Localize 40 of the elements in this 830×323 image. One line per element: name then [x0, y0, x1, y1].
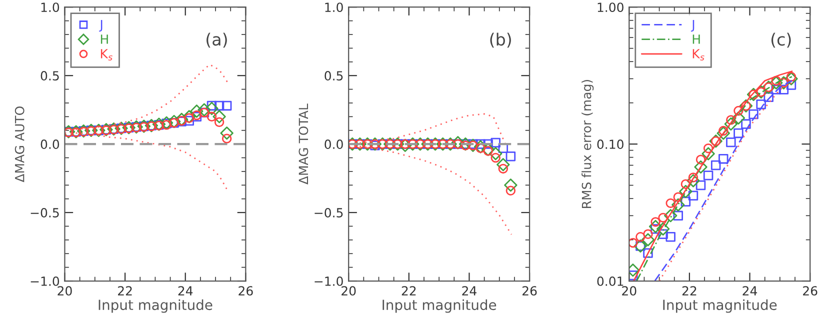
x-tick-label: 20: [342, 286, 356, 296]
legend-label: J: [99, 20, 102, 32]
x-tick-label: 22: [118, 286, 132, 296]
legend-label: J: [690, 20, 694, 32]
y-tick-label: 0.01: [597, 276, 624, 286]
x-axis-title: Input magnitude: [382, 299, 496, 313]
annotation: (b): [490, 32, 511, 48]
legend-label: K$_{s}$: [692, 49, 704, 60]
y-tick-label: −0.5: [30, 208, 59, 218]
y-tick-label: 1.0: [325, 2, 343, 12]
x-axis-title: Input magnitude: [98, 299, 212, 313]
y-axis-title: ΔMAG AUTO: [14, 106, 24, 182]
x-tick-label: 26: [803, 286, 818, 296]
y-tick-label: 0.5: [40, 71, 59, 81]
y-tick-label: 0.0: [40, 140, 60, 149]
y-axis-title: RMS flux error (mag): [582, 80, 594, 208]
x-tick-label: 22: [682, 286, 696, 296]
y-tick-label: −1.0: [314, 276, 343, 286]
x-axis-title: Input magnitude: [663, 299, 777, 313]
y-tick-label: −1.0: [30, 276, 60, 286]
x-tick-label: 20: [622, 286, 636, 296]
x-tick-label: 26: [522, 286, 537, 296]
annotation: (a): [206, 32, 227, 48]
legend-label: K$_{s}$: [100, 49, 112, 60]
y-tick-label: 1.00: [598, 2, 624, 12]
x-tick-label: 24: [178, 286, 193, 296]
annotation: (c): [771, 32, 791, 48]
legend-label: H: [100, 34, 108, 44]
y-tick-label: 0.10: [597, 140, 624, 149]
x-tick-label: 22: [402, 286, 416, 296]
legend-label: H: [692, 34, 700, 44]
x-tick-label: 24: [742, 286, 758, 296]
y-tick-label: 0.5: [324, 71, 343, 81]
y-tick-label: 1.0: [41, 2, 60, 12]
x-tick-label: 20: [58, 286, 72, 296]
y-axis-title: ΔMAG TOTAL: [298, 104, 308, 184]
y-tick-label: 0.0: [324, 140, 343, 149]
y-tick-label: −0.5: [314, 208, 343, 218]
x-tick-label: 26: [238, 286, 253, 296]
x-tick-label: 24: [462, 286, 476, 296]
